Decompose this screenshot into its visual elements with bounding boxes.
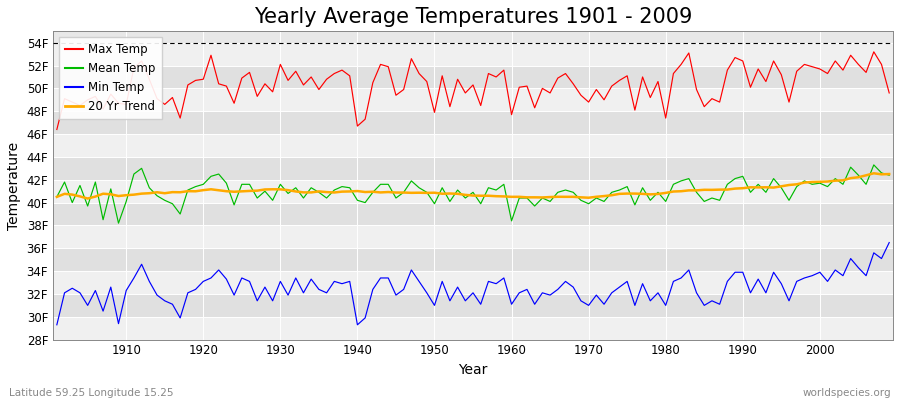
Bar [53, 134, 893, 157]
Bar [53, 226, 893, 248]
Bar [53, 111, 893, 134]
Text: Latitude 59.25 Longitude 15.25: Latitude 59.25 Longitude 15.25 [9, 388, 174, 398]
Bar [53, 66, 893, 88]
Bar [53, 317, 893, 340]
Legend: Max Temp, Mean Temp, Min Temp, 20 Yr Trend: Max Temp, Mean Temp, Min Temp, 20 Yr Tre… [58, 37, 162, 119]
Bar [53, 88, 893, 111]
Bar [53, 202, 893, 226]
Text: worldspecies.org: worldspecies.org [803, 388, 891, 398]
X-axis label: Year: Year [458, 363, 488, 377]
Title: Yearly Average Temperatures 1901 - 2009: Yearly Average Temperatures 1901 - 2009 [254, 7, 692, 27]
Bar [53, 157, 893, 180]
Bar [53, 248, 893, 271]
Bar [53, 271, 893, 294]
Bar [53, 294, 893, 317]
Bar [53, 180, 893, 202]
Y-axis label: Temperature: Temperature [7, 141, 21, 230]
Bar [53, 43, 893, 66]
